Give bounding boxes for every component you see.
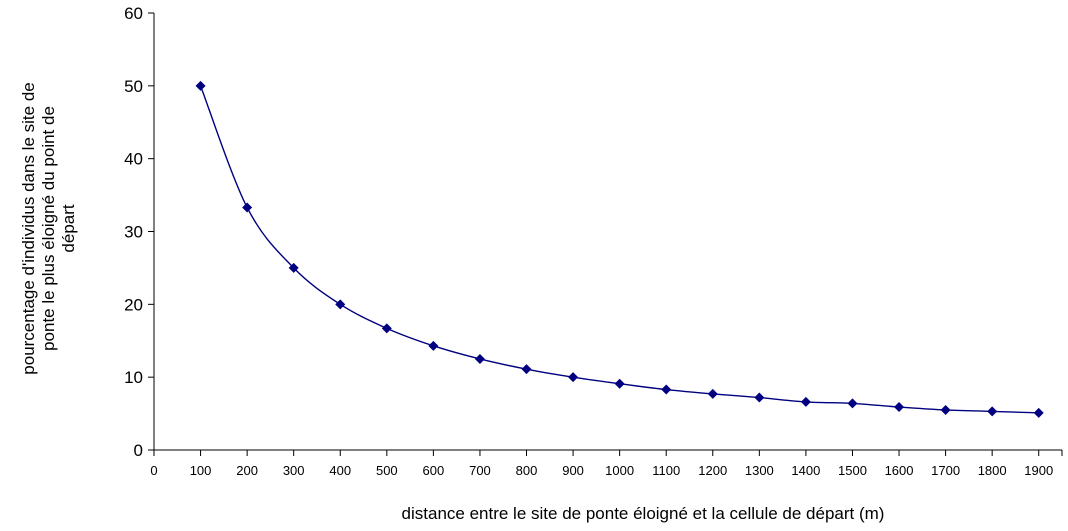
x-tick-label: 1800 [978,463,1007,478]
y-tick-label: 20 [124,295,143,314]
x-tick-label: 1500 [838,463,867,478]
x-tick-label: 600 [423,463,445,478]
y-axis-title-line: pourcentage d'individus dans le site de [19,82,38,374]
data-point [614,378,625,389]
x-tick-label: 1400 [791,463,820,478]
x-tick-label: 1900 [1024,463,1053,478]
axes [153,13,1062,451]
data-point [987,406,998,417]
data-point [707,388,718,399]
data-point [568,372,579,383]
x-tick-label: 400 [329,463,351,478]
series [195,80,1044,418]
data-point [521,364,532,375]
x-tick-label: 900 [562,463,584,478]
x-tick-label: 1000 [605,463,634,478]
data-point [474,353,485,364]
data-point [1033,407,1044,418]
data-point [661,384,672,395]
x-tick-label: 700 [469,463,491,478]
data-point [335,299,346,310]
x-tick-label: 1200 [698,463,727,478]
y-tick-label: 60 [124,4,143,23]
tick-marks [148,12,1063,456]
data-point [242,202,253,213]
series-line [199,85,1039,414]
x-tick-label: 100 [190,463,212,478]
y-axis-title-line: ponte le plus éloigné du point de [39,106,58,351]
x-tick-label: 500 [376,463,398,478]
data-point [288,262,299,273]
y-tick-label: 50 [124,77,143,96]
data-point [847,398,858,409]
data-point [894,402,905,413]
data-point [800,396,811,407]
y-tick-label: 30 [124,223,143,242]
data-point [940,404,951,415]
y-axis-title-line: départ [59,204,78,252]
data-point [754,392,765,403]
x-tick-label: 800 [516,463,538,478]
x-tick-label: 1600 [885,463,914,478]
y-tick-label: 40 [124,150,143,169]
x-tick-label: 200 [236,463,258,478]
x-tick-label: 300 [283,463,305,478]
x-tick-label: 1700 [931,463,960,478]
y-tick-label: 10 [124,368,143,387]
x-axis-title: distance entre le site de ponte éloigné … [402,504,885,523]
x-tick-label: 1300 [745,463,774,478]
x-tick-label: 0 [150,463,157,478]
data-point [195,80,206,91]
y-axis-title: pourcentage d'individus dans le site dep… [19,82,78,374]
data-point [428,340,439,351]
y-axis-title-text: pourcentage d'individus dans le site dep… [19,82,78,374]
x-tick-label: 1100 [652,463,680,478]
data-point [381,323,392,334]
y-tick-label: 0 [134,441,143,460]
